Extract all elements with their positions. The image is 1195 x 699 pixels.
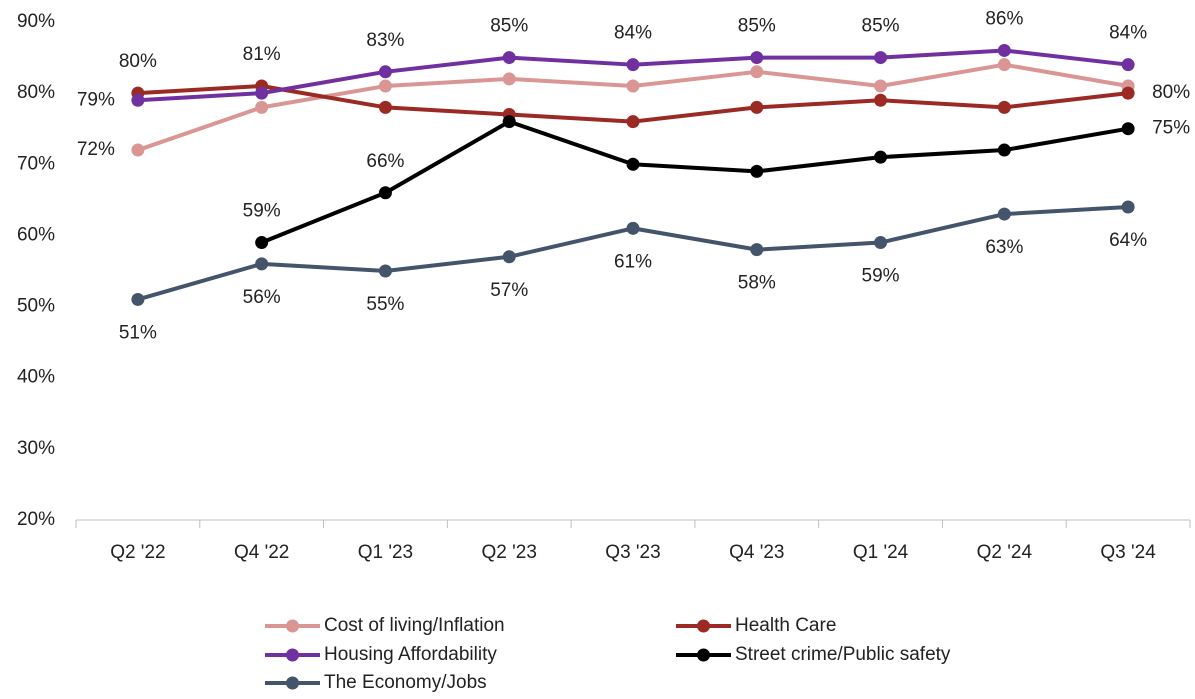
series-marker	[255, 86, 269, 100]
legend-label: The Economy/Jobs	[324, 672, 487, 693]
series-marker	[131, 143, 145, 157]
data-label: 55%	[366, 294, 404, 315]
series-marker	[1121, 86, 1135, 100]
series-marker	[1121, 58, 1135, 72]
data-label: 57%	[490, 280, 528, 301]
series-line	[137, 48, 1129, 103]
x-tick-label: Q3 '23	[605, 542, 660, 563]
series-marker	[997, 143, 1011, 157]
data-label: 79%	[77, 89, 115, 110]
series-marker	[874, 150, 888, 164]
data-label: 56%	[243, 287, 281, 308]
data-label: 58%	[738, 273, 776, 294]
data-label: 64%	[1109, 230, 1147, 251]
series-marker	[874, 51, 888, 65]
data-label: 63%	[985, 237, 1023, 258]
series-marker	[378, 65, 392, 79]
legend-label: Street crime/Public safety	[735, 644, 951, 665]
data-label: 85%	[738, 16, 776, 37]
series-marker	[378, 79, 392, 93]
series-marker	[131, 292, 145, 306]
series-marker	[502, 115, 516, 129]
series-marker	[626, 157, 640, 171]
series-marker	[1121, 122, 1135, 136]
legend-label: Health Care	[735, 615, 836, 636]
y-tick-label: 60%	[17, 224, 55, 245]
legend-label: Cost of living/Inflation	[324, 615, 505, 636]
data-label: 51%	[119, 322, 157, 343]
y-tick-label: 80%	[17, 82, 55, 103]
y-tick-label: 20%	[17, 509, 55, 530]
y-tick-label: 30%	[17, 438, 55, 459]
data-label: 72%	[77, 139, 115, 160]
series-marker	[626, 115, 640, 129]
x-tick-label: Q2 '23	[482, 542, 537, 563]
y-tick-label: 40%	[17, 367, 55, 388]
data-label: 81%	[243, 44, 281, 65]
x-tick-label: Q2 '24	[977, 542, 1033, 563]
series-marker	[997, 100, 1011, 114]
series-marker	[626, 58, 640, 72]
series-marker	[750, 243, 764, 257]
data-label: 84%	[1109, 23, 1147, 44]
data-label: 83%	[366, 30, 404, 51]
y-tick-label: 50%	[17, 296, 55, 317]
series-marker	[874, 79, 888, 93]
legend-marker	[697, 648, 710, 662]
x-tick-label: Q4 '23	[729, 542, 784, 563]
series-marker	[255, 100, 269, 114]
legend-label: Housing Affordability	[324, 644, 497, 665]
series-marker	[626, 221, 640, 235]
data-label: 80%	[119, 51, 157, 72]
series-marker	[378, 186, 392, 200]
legend-marker	[286, 648, 299, 662]
data-label: 59%	[862, 266, 900, 287]
series-marker	[502, 72, 516, 86]
series-marker	[750, 100, 764, 114]
legend-marker	[286, 619, 299, 633]
data-label: 75%	[1152, 118, 1190, 139]
series-marker	[378, 264, 392, 278]
series-marker	[502, 250, 516, 264]
series-marker	[255, 236, 269, 250]
series-marker	[378, 100, 392, 114]
x-tick-label: Q2 '22	[110, 542, 165, 563]
data-label: 85%	[490, 16, 528, 37]
x-tick-label: Q1 '24	[853, 542, 909, 563]
y-tick-label: 90%	[17, 11, 55, 32]
data-label: 80%	[1152, 82, 1190, 103]
x-tick-label: Q3 '24	[1100, 542, 1156, 563]
series-marker	[626, 79, 640, 93]
data-label: 59%	[243, 201, 281, 222]
series-marker	[750, 65, 764, 79]
legend-marker	[697, 619, 710, 633]
data-label: 84%	[614, 23, 652, 44]
series-marker	[997, 43, 1011, 57]
x-tick-label: Q4 '22	[234, 542, 289, 563]
y-tick-label: 70%	[17, 153, 55, 174]
series-marker	[874, 93, 888, 107]
series-line	[260, 119, 1129, 245]
series-marker	[750, 51, 764, 65]
x-tick-label: Q1 '23	[358, 542, 413, 563]
series-marker	[750, 164, 764, 178]
series-marker	[997, 58, 1011, 72]
data-label: 66%	[366, 151, 404, 172]
legend-marker	[286, 676, 299, 690]
series-marker	[502, 51, 516, 65]
data-label: 85%	[862, 16, 900, 37]
series-marker	[874, 236, 888, 250]
data-label: 86%	[985, 8, 1023, 29]
series-marker	[1121, 200, 1135, 214]
series-marker	[255, 257, 269, 271]
data-label: 61%	[614, 251, 652, 272]
series-marker	[131, 93, 145, 107]
series-marker	[997, 207, 1011, 221]
